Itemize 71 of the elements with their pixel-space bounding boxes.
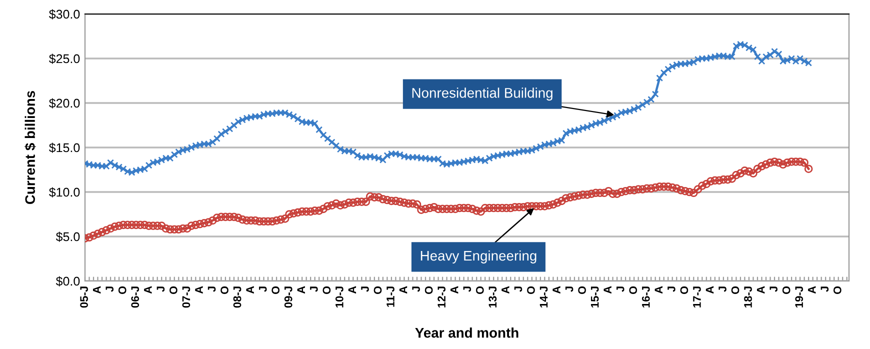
x-tick-label: A bbox=[399, 286, 408, 294]
x-tick-label: O bbox=[220, 286, 228, 294]
x-tick-label: A bbox=[144, 286, 152, 294]
y-tick-label: $5.0 bbox=[56, 232, 80, 242]
x-tick-label: O bbox=[578, 286, 586, 294]
x-tick-label: 19-J bbox=[795, 286, 804, 308]
y-tick-label: $0.0 bbox=[56, 276, 80, 286]
x-tick-label: J bbox=[412, 286, 420, 292]
x-tick-label: O bbox=[374, 286, 382, 294]
x-tick-label: J bbox=[770, 286, 778, 292]
x-tick-label: J bbox=[565, 286, 574, 292]
x-tick-label: O bbox=[322, 286, 331, 294]
x-tick-label: A bbox=[348, 286, 356, 294]
x-tick-label: A bbox=[654, 286, 662, 294]
text: Heavy Engineering bbox=[420, 250, 536, 264]
x-tick-label: 18-J bbox=[744, 286, 752, 308]
x-tick-label: 11-J bbox=[386, 286, 394, 307]
x-tick-label: 14-J bbox=[540, 286, 548, 308]
x-tick-label: 16-J bbox=[642, 286, 650, 308]
x-tick-label: 12-J bbox=[438, 286, 446, 308]
x-tick-label: A bbox=[808, 286, 816, 294]
x-tick-label: J bbox=[310, 286, 318, 292]
x-tick-label: 06-J bbox=[131, 286, 140, 308]
x-tick-label: J bbox=[106, 286, 114, 292]
x-tick-label: O bbox=[118, 286, 126, 294]
y-tick-label: $15.0 bbox=[48, 142, 80, 153]
x-tick-label: A bbox=[246, 286, 254, 294]
x-tick-label: O bbox=[782, 286, 790, 294]
x-tick-label: J bbox=[668, 286, 676, 292]
x-tick-label: 09-J bbox=[284, 286, 292, 308]
x-tick-label: O bbox=[527, 286, 535, 294]
x-tick-label: J bbox=[820, 286, 829, 292]
x-tick-label: J bbox=[208, 286, 216, 292]
x-tick-label: O bbox=[833, 286, 842, 294]
x-tick-label: J bbox=[514, 286, 522, 292]
x-tick-label: 10-J bbox=[335, 286, 344, 308]
x-tick-label: A bbox=[93, 286, 101, 294]
x-tick-label: A bbox=[450, 286, 458, 294]
x-tick-label: O bbox=[680, 286, 688, 294]
y-tick-label: $20.0 bbox=[48, 98, 80, 108]
x-tick-label: J bbox=[361, 286, 369, 292]
x-tick-label: O bbox=[424, 286, 433, 294]
x-tick-label: O bbox=[272, 286, 280, 294]
x-tick-label: A bbox=[756, 286, 765, 294]
x-axis-title: Year and month bbox=[415, 328, 518, 338]
x-tick-label: 07-J bbox=[182, 286, 190, 308]
x-tick-label: J bbox=[718, 286, 726, 292]
x-tick-label: 17-J bbox=[693, 286, 701, 308]
x-tick-label: 13-J bbox=[488, 286, 497, 308]
x-tick-label: O bbox=[731, 286, 740, 294]
x-tick-label: A bbox=[604, 286, 612, 294]
x-tick-label: J bbox=[616, 286, 624, 292]
x-tick-label: 15-J bbox=[590, 286, 599, 308]
x-tick-label: J bbox=[258, 286, 267, 292]
y-tick-label: $25.0 bbox=[48, 54, 80, 64]
x-tick-label: J bbox=[463, 286, 472, 292]
x-tick-label: O bbox=[169, 286, 178, 294]
x-tick-label: 05-J bbox=[80, 286, 88, 308]
x-tick-label: A bbox=[297, 286, 305, 294]
x-tick-label: A bbox=[552, 286, 560, 294]
text: Nonresidential Building bbox=[412, 88, 552, 101]
y-tick-label: $30.0 bbox=[48, 9, 80, 20]
x-tick-label: A bbox=[706, 286, 714, 294]
y-tick-label: $10.0 bbox=[48, 187, 80, 198]
x-tick-label: O bbox=[629, 286, 638, 294]
x-tick-label: A bbox=[195, 286, 203, 294]
x-tick-label: J bbox=[156, 286, 165, 292]
x-tick-label: A bbox=[502, 286, 510, 294]
x-tick-label: O bbox=[476, 286, 484, 294]
x-tick-label: 08-J bbox=[233, 286, 242, 308]
y-axis-title: Current $ billions bbox=[24, 90, 36, 204]
